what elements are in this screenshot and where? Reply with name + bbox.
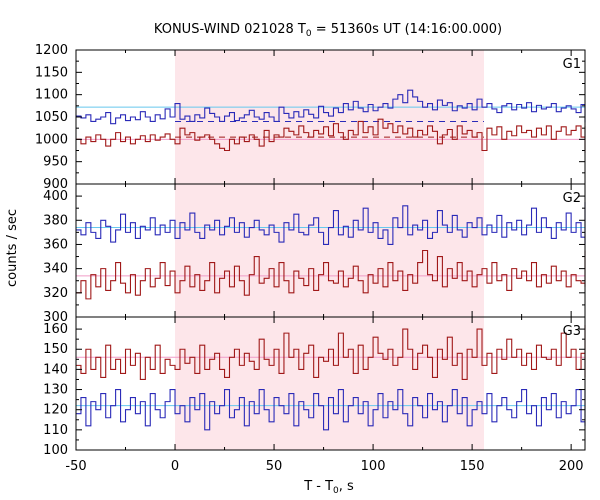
x-tick-label: -50 bbox=[65, 459, 86, 474]
chart-title-rest: = 51360s UT (14:16:00.000) bbox=[312, 22, 502, 37]
panel-g1: 900 950 1000 1050 1100 1150 1200 G1 bbox=[35, 43, 586, 192]
y-tick-label: 110 bbox=[43, 423, 68, 438]
y-tick-label: 1150 bbox=[35, 65, 68, 80]
chart-title: KONUS-WIND 021028 T0 = 51360s UT (14:16:… bbox=[154, 22, 502, 39]
x-axis-label-main: T - T bbox=[303, 479, 333, 494]
y-tick-label: 340 bbox=[43, 262, 68, 277]
y-tick-label: 130 bbox=[43, 383, 68, 398]
y-tick-label: 100 bbox=[43, 443, 68, 458]
chart-title-subscript: 0 bbox=[306, 29, 312, 39]
y-tick-label: 140 bbox=[43, 362, 68, 377]
y-axis-label: counts / sec bbox=[5, 209, 20, 287]
chart-panels: 90095010001050110011501200G1300320340360… bbox=[35, 43, 586, 474]
x-axis-label: T - T0, s bbox=[303, 479, 354, 496]
panel-g3: 100 110 120 130 140 150 160 G3 bbox=[43, 316, 586, 458]
x-tick-label: 200 bbox=[559, 459, 584, 474]
y-tick-label: 320 bbox=[43, 286, 68, 301]
panel-label-g1: G1 bbox=[563, 57, 581, 72]
y-tick-label: 1000 bbox=[35, 132, 68, 147]
y-tick-label: 300 bbox=[43, 310, 68, 325]
chart-title-main: KONUS-WIND 021028 T bbox=[154, 22, 306, 37]
shaded-interval bbox=[175, 317, 484, 450]
series-red-step-line bbox=[76, 325, 586, 381]
x-axis-label-subscript: 0 bbox=[333, 486, 339, 496]
y-tick-label: 120 bbox=[43, 403, 68, 418]
x-tick-label: 100 bbox=[361, 459, 386, 474]
panel-label-g3: G3 bbox=[563, 324, 581, 339]
y-tick-label: 1200 bbox=[35, 43, 68, 58]
y-tick-label: 150 bbox=[43, 342, 68, 357]
y-tick-label: 1100 bbox=[35, 88, 68, 103]
panel-g2: 300 320 340 360 380 400 G2 bbox=[43, 183, 586, 325]
x-tick-label: 150 bbox=[460, 459, 485, 474]
y-tick-label: 950 bbox=[43, 155, 68, 170]
y-tick-label: 360 bbox=[43, 237, 68, 252]
shaded-interval bbox=[175, 50, 484, 184]
x-axis-label-rest: , s bbox=[339, 479, 354, 494]
shaded-interval bbox=[175, 184, 484, 317]
y-tick-label: 400 bbox=[43, 189, 68, 204]
y-tick-label: 900 bbox=[43, 177, 68, 192]
x-tick-label: 50 bbox=[266, 459, 283, 474]
y-tick-label: 1050 bbox=[35, 110, 68, 125]
y-tick-label: 160 bbox=[43, 322, 68, 337]
panel-frame bbox=[75, 316, 586, 451]
y-tick-label: 380 bbox=[43, 213, 68, 228]
x-tick-label: 0 bbox=[171, 459, 179, 474]
panel-label-g2: G2 bbox=[563, 191, 581, 206]
